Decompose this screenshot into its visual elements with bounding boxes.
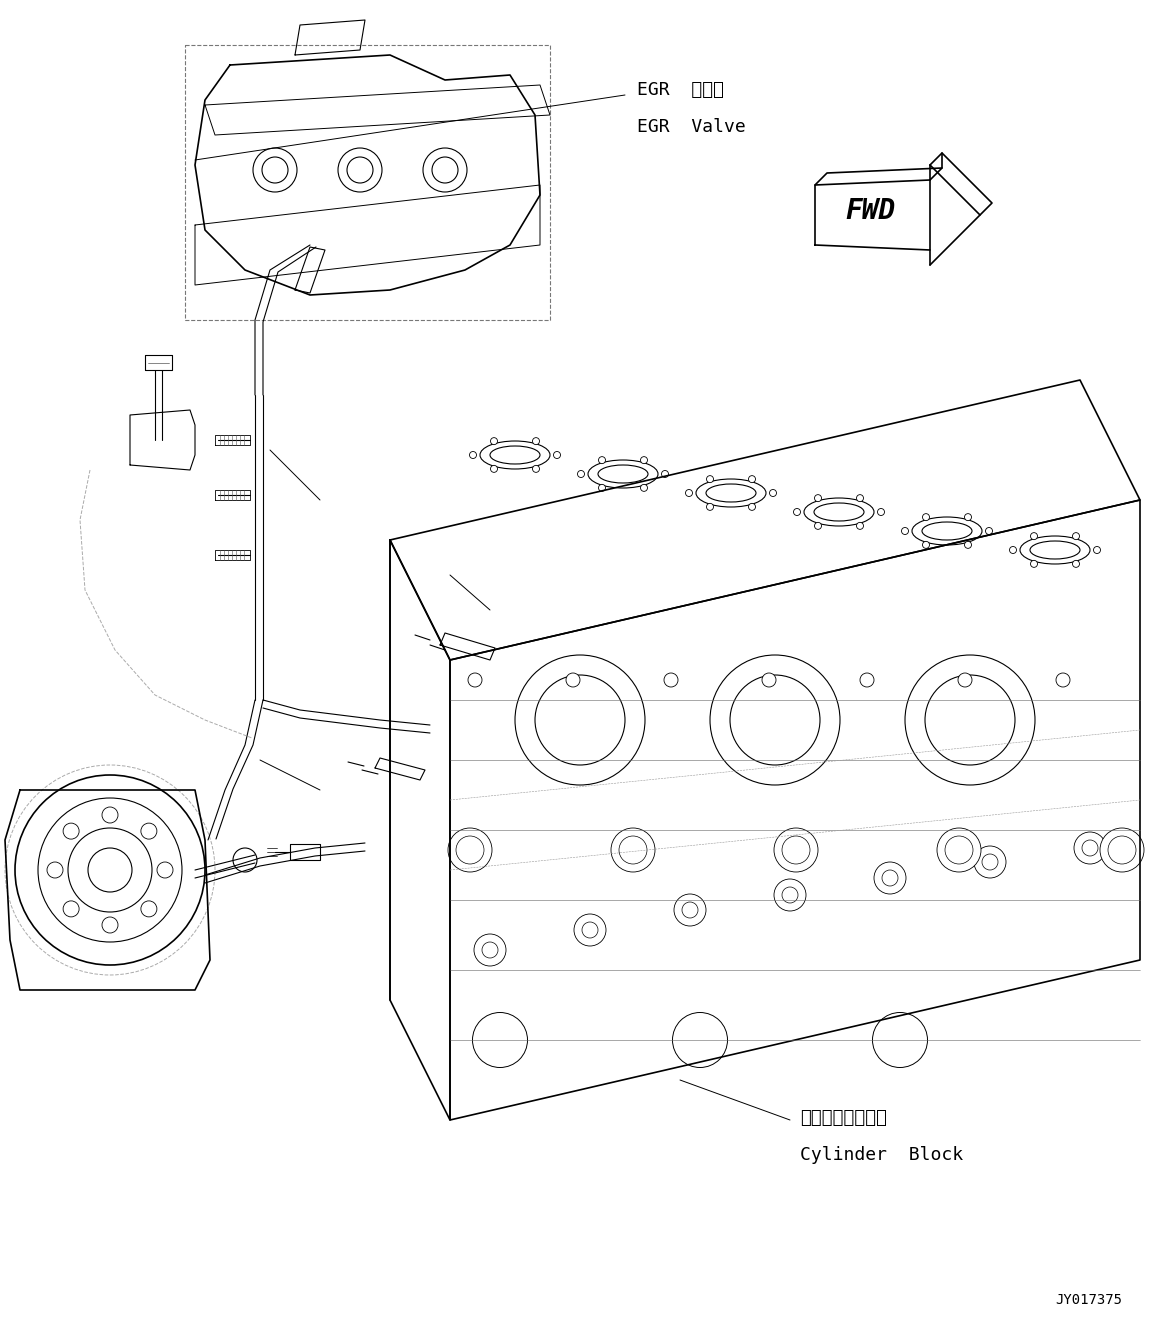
Circle shape: [102, 808, 117, 824]
Circle shape: [775, 828, 818, 872]
Circle shape: [468, 673, 481, 687]
Circle shape: [1108, 836, 1136, 864]
Circle shape: [15, 775, 205, 965]
Circle shape: [782, 886, 798, 902]
Circle shape: [964, 513, 971, 520]
Circle shape: [664, 673, 678, 687]
Circle shape: [793, 508, 800, 516]
Circle shape: [973, 846, 1006, 878]
Circle shape: [814, 495, 821, 501]
Circle shape: [749, 503, 756, 511]
Circle shape: [47, 862, 63, 878]
Circle shape: [491, 465, 498, 472]
Circle shape: [749, 476, 756, 483]
Circle shape: [63, 901, 79, 917]
Circle shape: [982, 854, 998, 870]
Circle shape: [770, 489, 777, 496]
Circle shape: [456, 836, 484, 864]
Circle shape: [856, 523, 863, 529]
Circle shape: [1009, 547, 1016, 554]
Circle shape: [1056, 673, 1070, 687]
Circle shape: [859, 673, 875, 687]
Circle shape: [937, 828, 982, 872]
Circle shape: [1072, 560, 1079, 567]
Circle shape: [491, 437, 498, 445]
Circle shape: [958, 673, 972, 687]
Circle shape: [599, 457, 606, 464]
Circle shape: [662, 471, 669, 477]
Circle shape: [554, 452, 561, 459]
Circle shape: [470, 452, 477, 459]
Circle shape: [875, 862, 906, 894]
Text: シリンダブロック: シリンダブロック: [800, 1108, 887, 1127]
Circle shape: [1100, 828, 1144, 872]
Circle shape: [481, 943, 498, 959]
Circle shape: [599, 484, 606, 492]
Circle shape: [641, 484, 648, 492]
Circle shape: [611, 828, 655, 872]
Circle shape: [619, 836, 647, 864]
Text: Cylinder  Block: Cylinder Block: [800, 1146, 963, 1165]
Circle shape: [1073, 832, 1106, 864]
Circle shape: [475, 935, 506, 967]
Circle shape: [922, 541, 929, 548]
Circle shape: [566, 673, 580, 687]
Text: FWD: FWD: [844, 197, 896, 225]
Circle shape: [582, 923, 598, 939]
Circle shape: [878, 508, 885, 516]
Circle shape: [578, 471, 585, 477]
Circle shape: [1030, 560, 1037, 567]
Circle shape: [1030, 532, 1037, 540]
Circle shape: [233, 848, 257, 872]
Circle shape: [682, 902, 698, 919]
Circle shape: [814, 523, 821, 529]
Circle shape: [922, 513, 929, 520]
Circle shape: [946, 836, 973, 864]
Circle shape: [675, 894, 706, 927]
Circle shape: [762, 673, 776, 687]
Circle shape: [533, 465, 540, 472]
Circle shape: [141, 824, 157, 840]
Circle shape: [706, 503, 713, 511]
Circle shape: [882, 870, 898, 886]
Circle shape: [641, 457, 648, 464]
Circle shape: [1072, 532, 1079, 540]
Circle shape: [102, 917, 117, 933]
Circle shape: [706, 476, 713, 483]
Circle shape: [775, 878, 806, 910]
Circle shape: [157, 862, 173, 878]
Circle shape: [141, 901, 157, 917]
Text: EGR  Valve: EGR Valve: [637, 118, 745, 136]
Circle shape: [985, 528, 992, 535]
Circle shape: [964, 541, 971, 548]
Circle shape: [685, 489, 692, 496]
Circle shape: [533, 437, 540, 445]
Circle shape: [856, 495, 863, 501]
Circle shape: [1082, 840, 1098, 856]
Circle shape: [448, 828, 492, 872]
Text: JY017375: JY017375: [1055, 1293, 1122, 1308]
Circle shape: [901, 528, 908, 535]
Circle shape: [63, 824, 79, 840]
Circle shape: [575, 915, 606, 947]
Text: EGR  バルブ: EGR バルブ: [637, 82, 725, 99]
Circle shape: [1093, 547, 1100, 554]
Circle shape: [782, 836, 809, 864]
